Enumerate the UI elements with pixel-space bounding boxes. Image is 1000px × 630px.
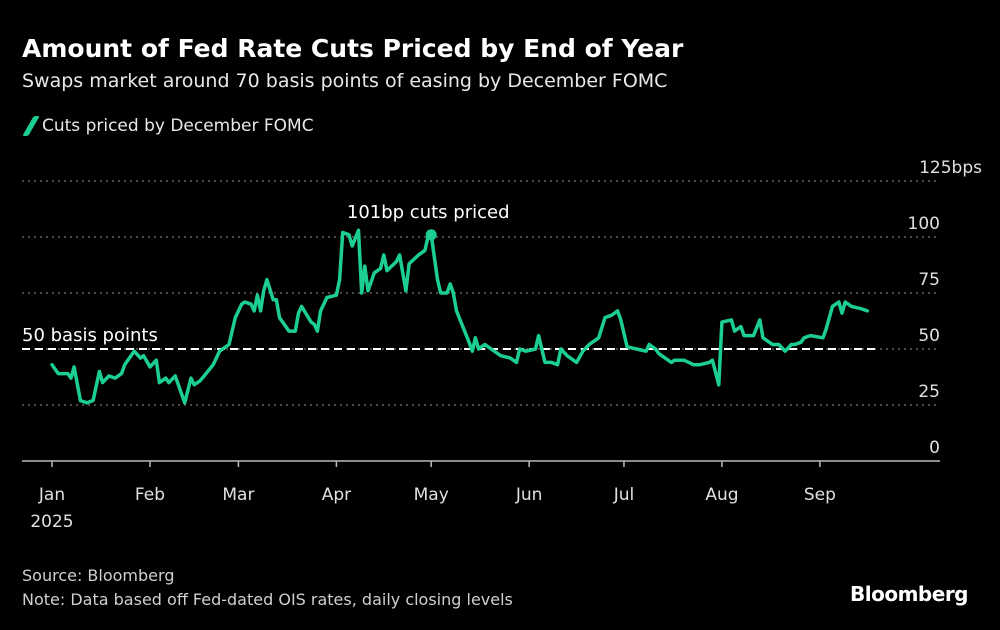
y-tick-label: 50 [918,326,940,346]
x-tick-label: Mar [222,485,254,505]
legend-label: Cuts priced by December FOMC [42,116,314,136]
annotation-marker [425,229,437,241]
footnote: Note: Data based off Fed-dated OIS rates… [22,590,513,609]
bloomberg-logo: Bloomberg [850,582,968,606]
x-tick-label: Aug [705,485,738,505]
series-line [50,228,870,405]
legend: Cuts priced by December FOMC [22,116,314,136]
y-tick-label: 75 [918,270,940,290]
x-tick-label: Jun [515,485,543,505]
x-tick-label: May [414,485,449,505]
reference-line-label: 50 basis points [22,325,158,346]
x-tick-label: Feb [135,485,165,505]
chart-subtitle: Swaps market around 70 basis points of e… [22,70,668,92]
source-note: Source: Bloomberg [22,566,175,585]
y-tick-label: 25 [918,382,940,402]
x-year-label: 2025 [30,512,73,532]
x-tick-label: Sep [804,485,836,505]
chart-title: Amount of Fed Rate Cuts Priced by End of… [22,34,684,63]
y-tick-label: 125bps [919,158,982,178]
y-tick-label: 100 [908,214,940,234]
x-tick-label: Jul [613,485,635,505]
x-tick-label: Apr [322,485,351,505]
annotation-label: 101bp cuts priced [347,202,510,223]
x-tick-label: Jan [38,485,65,505]
y-tick-label: 0 [929,438,940,458]
